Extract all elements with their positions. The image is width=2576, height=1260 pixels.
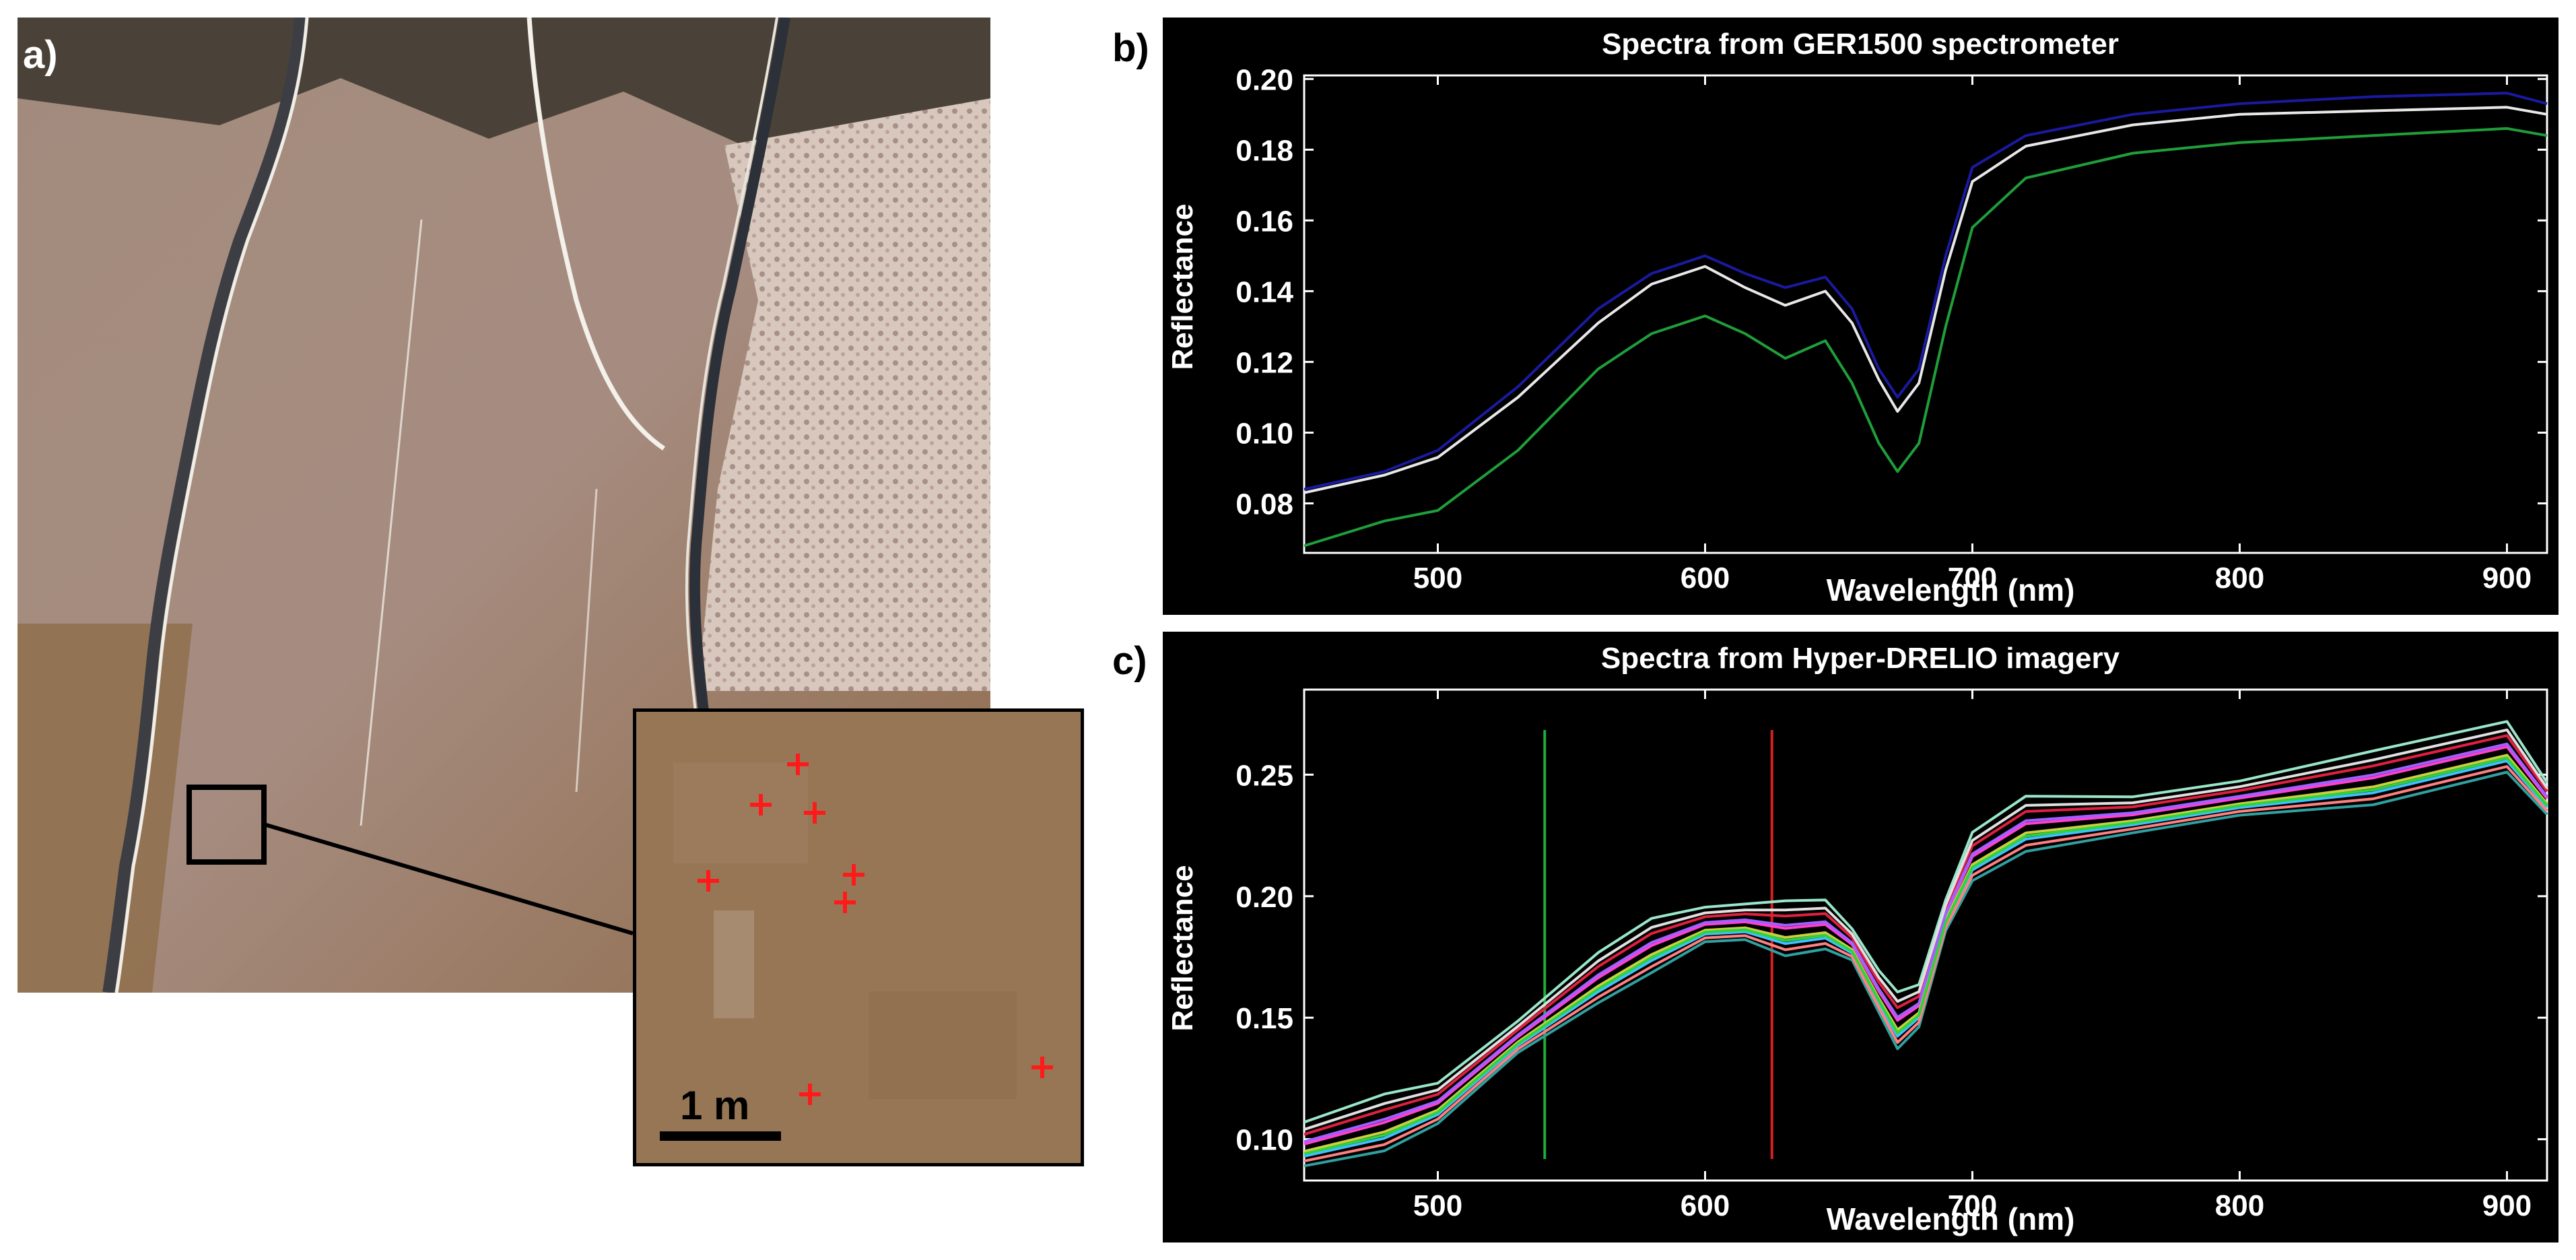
inset-patch-1 — [673, 762, 808, 863]
x-tick-label: 600 — [1681, 1189, 1730, 1222]
sample-marker — [698, 870, 719, 892]
chart-hyper-drelio: Spectra from Hyper-DRELIO imagery Wavele… — [1163, 632, 2558, 1242]
zoom-inset: 1 m — [633, 708, 1084, 1166]
runnel-1 — [360, 219, 423, 826]
plot-area — [1303, 74, 2548, 554]
y-tick-label: 0.08 — [1235, 488, 1293, 521]
dark-top-region — [18, 18, 990, 152]
chart-title: Spectra from Hyper-DRELIO imagery — [1601, 642, 2120, 675]
y-tick-label: 0.18 — [1235, 134, 1293, 167]
x-tick-label: 800 — [2215, 562, 2264, 595]
aerial-photo — [18, 18, 990, 993]
x-tick-label: 600 — [1681, 562, 1730, 595]
panel-label-c: c) — [1112, 639, 1147, 683]
scale-bar — [660, 1131, 781, 1141]
right-channel — [689, 18, 790, 719]
scale-bar-label: 1 m — [680, 1083, 749, 1128]
y-tick-label: 0.20 — [1235, 63, 1293, 96]
right-channel-edge — [685, 18, 778, 719]
x-tick-label: 500 — [1413, 562, 1462, 595]
y-tick-label: 0.14 — [1235, 275, 1293, 308]
series-line-s2 — [1303, 734, 2548, 1136]
y-tick-label: 0.12 — [1235, 346, 1293, 379]
chart-title: Spectra from GER1500 spectrometer — [1602, 28, 2119, 61]
inset-patch-2 — [714, 910, 754, 1018]
y-tick-label: 0.10 — [1235, 1124, 1293, 1157]
y-tick-label: 0.25 — [1235, 759, 1293, 792]
chart-ger1500: Spectra from GER1500 spectrometer Wavele… — [1163, 18, 2558, 615]
y-tick-label: 0.16 — [1235, 205, 1293, 238]
y-tick-label: 0.15 — [1235, 1002, 1293, 1035]
panel-label-a: a) — [23, 33, 58, 77]
y-tick-label: 0.20 — [1235, 881, 1293, 914]
series-line-s5 — [1303, 754, 2548, 1153]
plot-frame — [1303, 74, 2548, 554]
y-tick-label: 0.10 — [1235, 417, 1293, 450]
left-channel-edge — [114, 18, 309, 993]
x-axis-label: Wavelength (nm) — [1827, 572, 2075, 607]
x-tick-label: 800 — [2215, 1189, 2264, 1222]
series-line-s7 — [1303, 742, 2548, 1143]
series-line-blue — [1303, 92, 2548, 491]
x-axis-label: Wavelength (nm) — [1827, 1201, 2075, 1236]
x-tick-label: 700 — [1948, 562, 1997, 595]
y-axis-label: Reflectance — [1166, 203, 1199, 370]
sample-markers — [698, 754, 1053, 1105]
right-speckled-region — [698, 98, 990, 691]
x-tick-label: 500 — [1413, 1189, 1462, 1222]
sample-marker — [787, 754, 809, 775]
chart-ger1500-svg: Spectra from GER1500 spectrometer Wavele… — [1166, 28, 2548, 607]
sample-marker — [799, 1084, 821, 1105]
series-line-s1 — [1303, 720, 2548, 1124]
sample-marker — [834, 892, 856, 913]
middle-channel — [527, 18, 665, 451]
series-line-green — [1303, 127, 2548, 548]
series-line-white — [1303, 106, 2548, 494]
x-tick-label: 900 — [2482, 1189, 2532, 1222]
x-tick-label: 700 — [1948, 1189, 1997, 1222]
left-channel — [102, 18, 306, 993]
plot-frame — [1303, 688, 2548, 1182]
runnel-2 — [575, 488, 598, 793]
chart-hyper-drelio-svg: Spectra from Hyper-DRELIO imagery Wavele… — [1166, 642, 2548, 1236]
y-axis-label: Reflectance — [1166, 865, 1199, 1031]
x-tick-label: 900 — [2482, 562, 2532, 595]
sample-marker — [843, 864, 865, 886]
inset-patch-3 — [869, 991, 1017, 1099]
series-line-s8 — [1303, 765, 2548, 1163]
panel-label-b: b) — [1112, 26, 1149, 70]
series-line-s10 — [1303, 728, 2548, 1131]
zoom-connector — [263, 822, 634, 935]
series-line-s9 — [1303, 756, 2548, 1156]
sample-marker — [1031, 1057, 1053, 1078]
sample-marker — [804, 802, 825, 824]
sample-marker — [750, 794, 772, 816]
series-line-s6 — [1303, 770, 2548, 1168]
series-line-s4 — [1303, 759, 2548, 1158]
plot-area — [1303, 688, 2548, 1182]
